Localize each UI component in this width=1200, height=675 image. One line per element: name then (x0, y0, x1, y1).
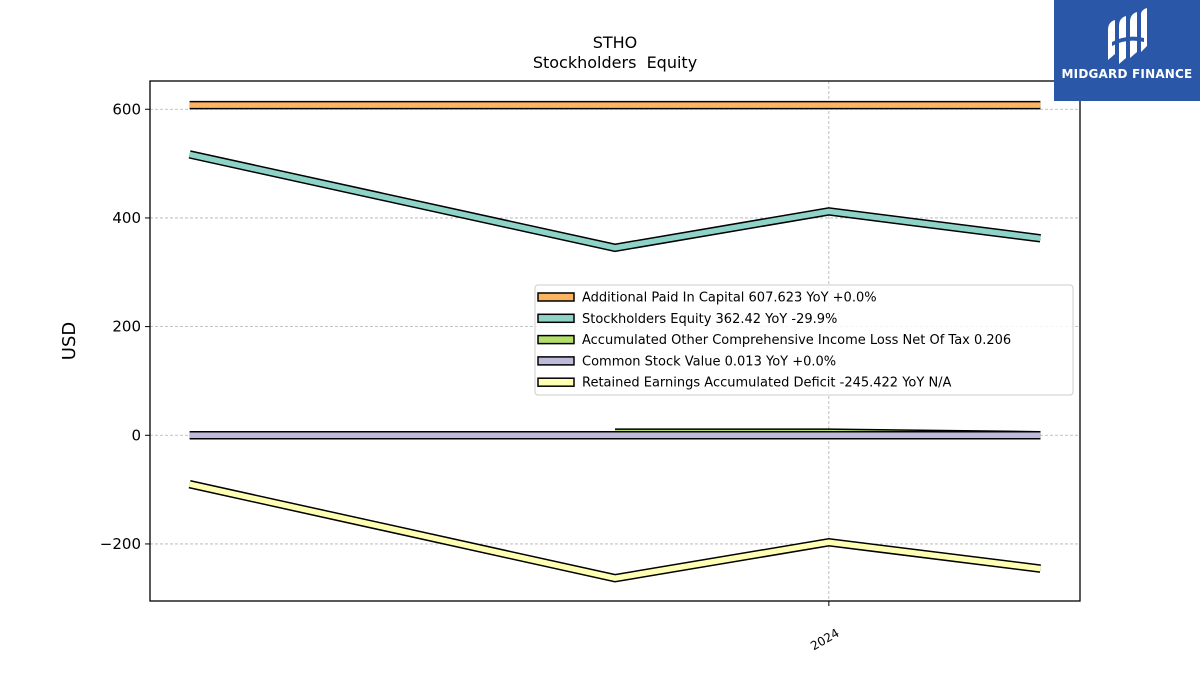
legend-swatch (537, 292, 575, 302)
logo-text: MIDGARD FINANCE (1061, 67, 1193, 81)
legend-swatch (537, 377, 575, 387)
y-tick-label: −200 (100, 535, 141, 553)
series-line-retained-earnings-accumulated-deficit (189, 481, 1041, 582)
y-tick-label: 0 (131, 426, 141, 444)
y-axis-label: USD (59, 322, 80, 360)
legend-label: Retained Earnings Accumulated Deficit -2… (582, 376, 952, 391)
x-tick-label: 2024 (808, 626, 841, 653)
legend-label: Stockholders Equity 362.42 YoY -29.9% (582, 312, 837, 327)
x-axis: 2024 (808, 601, 842, 653)
y-axis: −200 0 200 400 600 (100, 100, 150, 553)
legend-label: Accumulated Other Comprehensive Income L… (582, 333, 1011, 348)
legend-box (534, 284, 1074, 396)
legend-swatch (537, 334, 575, 345)
chart-title: STHO (593, 33, 638, 52)
series-lines (188, 100, 1041, 583)
legend-swatch (537, 356, 575, 366)
series-line-stockholders-equity (189, 151, 1041, 251)
legend-label: Additional Paid In Capital 607.623 YoY +… (582, 291, 877, 306)
plot-frame (149, 80, 1081, 602)
y-tick-label: 200 (112, 318, 141, 336)
chart-subtitle: Stockholders Equity (533, 53, 697, 72)
series-outline-retained-earnings-accumulated-deficit (188, 480, 1041, 583)
y-tick-label: 600 (112, 100, 141, 118)
midgard-finance-logo: MIDGARD FINANCE (1054, 0, 1200, 101)
legend: Additional Paid In Capital 607.623 YoY +… (534, 284, 1074, 396)
legend-swatch (537, 313, 575, 324)
midgard-logo-icon (1108, 8, 1147, 64)
series-outline-stockholders-equity (188, 150, 1041, 253)
y-tick-label: 400 (112, 209, 141, 227)
legend-label: Common Stock Value 0.013 YoY +0.0% (582, 354, 836, 369)
